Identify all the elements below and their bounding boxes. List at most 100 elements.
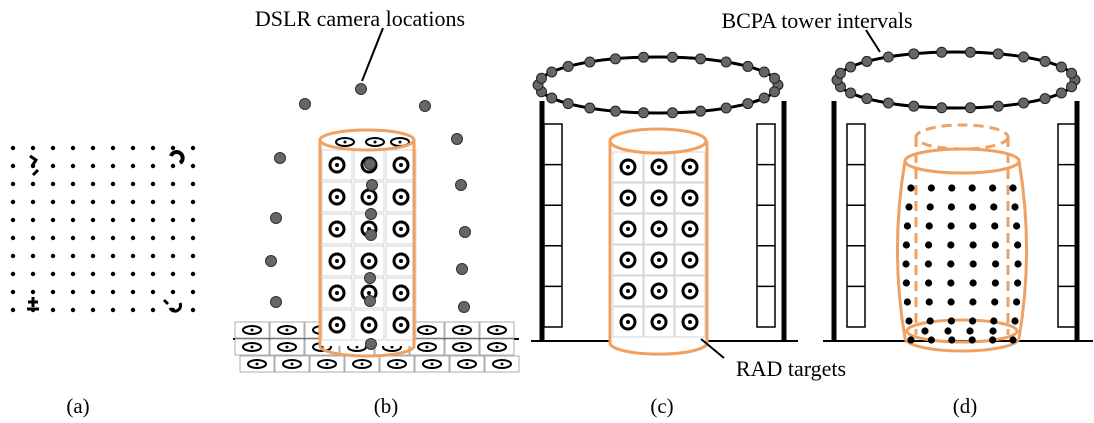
grid-dot xyxy=(110,217,116,223)
dslr-leader-line xyxy=(361,27,384,82)
target-dot xyxy=(947,203,956,211)
grid-dot xyxy=(110,163,116,169)
tower-interval-marker xyxy=(882,51,894,63)
tower-interval-marker xyxy=(1039,55,1051,67)
target-dot xyxy=(903,298,912,306)
tower-interval-marker xyxy=(1055,87,1067,99)
camera-marker xyxy=(456,263,468,275)
target-cell xyxy=(385,277,417,309)
target-dot xyxy=(969,260,977,268)
target-dot xyxy=(989,336,997,344)
target-dot xyxy=(966,327,974,335)
tower-interval-marker xyxy=(562,60,574,72)
camera-marker xyxy=(265,255,277,267)
panel-label-a: (a) xyxy=(66,394,89,418)
grid-dot xyxy=(70,253,76,259)
grid-dot xyxy=(170,181,176,187)
target-dot xyxy=(927,336,935,344)
coded-target-top-right xyxy=(169,150,185,165)
grid-dot xyxy=(30,253,36,259)
target-cell xyxy=(612,151,644,183)
target-dot xyxy=(969,298,977,306)
coded-target-bottom-right xyxy=(162,298,183,313)
grid-dot xyxy=(50,145,56,151)
target-dot xyxy=(902,279,910,287)
target-dot xyxy=(948,336,956,344)
grid-dot xyxy=(190,217,196,223)
tower-interval-marker xyxy=(720,102,732,114)
tower-interval-marker xyxy=(546,92,558,104)
grid-dot xyxy=(30,235,36,241)
target-cell xyxy=(643,275,675,307)
tower-interval-marker xyxy=(882,97,894,109)
grid-dot xyxy=(90,181,96,187)
calibration-cylinder xyxy=(608,127,709,356)
tower-interval-marker xyxy=(562,98,574,110)
target-dot xyxy=(902,241,910,249)
target-dot xyxy=(905,317,913,325)
grid-dot xyxy=(190,181,196,187)
target-dot xyxy=(925,222,933,230)
grid-dot xyxy=(90,199,96,205)
target-cell xyxy=(643,213,675,245)
grid-dot xyxy=(150,181,156,187)
tower-interval-marker xyxy=(1066,67,1078,79)
tower-interval-marker xyxy=(1055,61,1067,73)
grid-dot xyxy=(110,199,116,205)
grid-dot xyxy=(70,307,76,313)
grid-dot xyxy=(110,145,116,151)
target-cell xyxy=(321,149,353,181)
target-dot xyxy=(902,260,910,268)
tower-interval-marker xyxy=(964,46,976,58)
target-dot xyxy=(948,184,956,192)
target-cell xyxy=(321,213,353,245)
panel-d: BCPA tower intervals (d) xyxy=(721,8,1093,418)
target-dot xyxy=(925,241,933,249)
camera-marker xyxy=(365,338,377,350)
grid-dot xyxy=(170,145,176,151)
grid-dot xyxy=(70,199,76,205)
tower-interval-marker xyxy=(758,66,770,78)
target-cell xyxy=(612,244,644,276)
target-cell xyxy=(643,244,675,276)
tower-interval-marker xyxy=(666,107,678,119)
tower-interval-marker xyxy=(1018,51,1030,63)
target-cell xyxy=(674,151,706,183)
target-cell xyxy=(643,306,675,338)
target-cell xyxy=(385,309,417,341)
tower-right-ladder xyxy=(756,123,776,328)
target-dot xyxy=(969,317,977,325)
rad-annotation: RAD targets xyxy=(736,356,846,381)
target-dot xyxy=(1009,184,1017,192)
grid-dot xyxy=(130,145,136,151)
camera-marker xyxy=(455,179,467,191)
tower-interval-marker xyxy=(845,87,857,99)
panel-label-b: (b) xyxy=(374,394,399,418)
target-dot xyxy=(1014,241,1022,249)
grid-dot xyxy=(30,271,36,277)
grid-dot xyxy=(70,289,76,295)
grid-dot xyxy=(150,271,156,277)
grid-dot xyxy=(50,253,56,259)
grid-dot xyxy=(90,271,96,277)
panel-c: RAD targets (c) xyxy=(531,51,846,418)
target-dot xyxy=(991,279,999,287)
grid-dot xyxy=(70,145,76,151)
target-dot xyxy=(947,222,955,230)
grid-dot xyxy=(150,289,156,295)
tower-interval-marker xyxy=(861,93,873,105)
grid-dot xyxy=(130,235,136,241)
grid-dot xyxy=(150,163,156,169)
target-cell xyxy=(321,277,353,309)
grid-dot xyxy=(90,217,96,223)
grid-dot xyxy=(10,253,16,259)
grid-dot xyxy=(70,181,76,187)
target-cell xyxy=(674,213,706,245)
grid-dot xyxy=(50,163,56,169)
tower-interval-marker xyxy=(638,51,650,63)
target-dot xyxy=(968,336,976,344)
grid-dot xyxy=(50,235,56,241)
grid-dot xyxy=(170,163,176,169)
grid-dot xyxy=(90,253,96,259)
